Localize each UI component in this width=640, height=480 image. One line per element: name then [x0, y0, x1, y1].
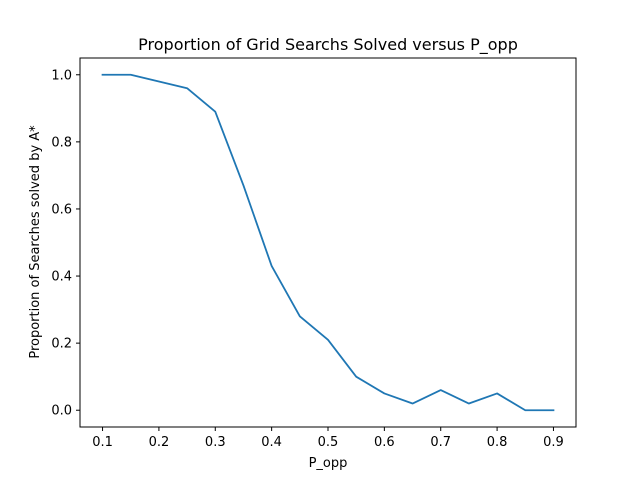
y-axis-ticks: 0.0 0.2 0.4 0.6 0.8 1.0	[51, 68, 80, 419]
x-tick-label: 0.6	[374, 435, 395, 450]
x-axis-ticks: 0.1 0.2 0.3 0.4 0.5 0.6 0.7 0.8 0.9	[92, 427, 564, 450]
x-tick-label: 0.8	[487, 435, 508, 450]
x-tick-label: 0.2	[149, 435, 170, 450]
y-tick-label: 0.2	[51, 337, 72, 352]
y-tick-label: 0.6	[51, 202, 72, 217]
x-tick-label: 0.3	[205, 435, 226, 450]
series-layer	[101, 73, 555, 412]
y-tick-label: 0.8	[51, 135, 72, 150]
x-tick-label: 0.9	[543, 435, 564, 450]
x-tick-label: 0.4	[261, 435, 282, 450]
plot-area: 0.1 0.2 0.3 0.4 0.5 0.6 0.7 0.8 0.9 0.0 0.2 0.4 0.6…	[51, 57, 577, 450]
y-tick-label: 0.0	[51, 404, 72, 419]
y-tick-label: 1.0	[51, 68, 72, 83]
x-tick-label: 0.7	[430, 435, 451, 450]
y-axis-label: Proportion of Searches solved by A*	[28, 125, 43, 359]
x-tick-label: 0.1	[92, 435, 113, 450]
x-axis-label: P_opp	[309, 456, 348, 471]
chart-title: Proportion of Grid Searchs Solved versus…	[138, 35, 518, 55]
x-tick-label: 0.5	[318, 435, 339, 450]
y-tick-label: 0.4	[51, 270, 72, 285]
